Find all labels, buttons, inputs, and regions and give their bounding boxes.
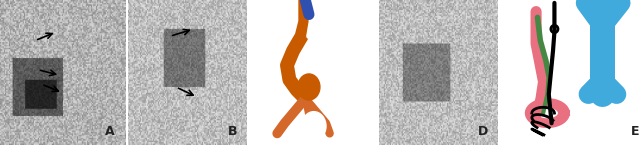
Text: B: B xyxy=(228,125,238,138)
Text: D: D xyxy=(478,125,489,138)
Text: E: E xyxy=(630,125,639,138)
Text: A: A xyxy=(105,125,115,138)
Circle shape xyxy=(298,74,320,100)
Circle shape xyxy=(302,112,326,141)
Text: C: C xyxy=(353,125,362,138)
